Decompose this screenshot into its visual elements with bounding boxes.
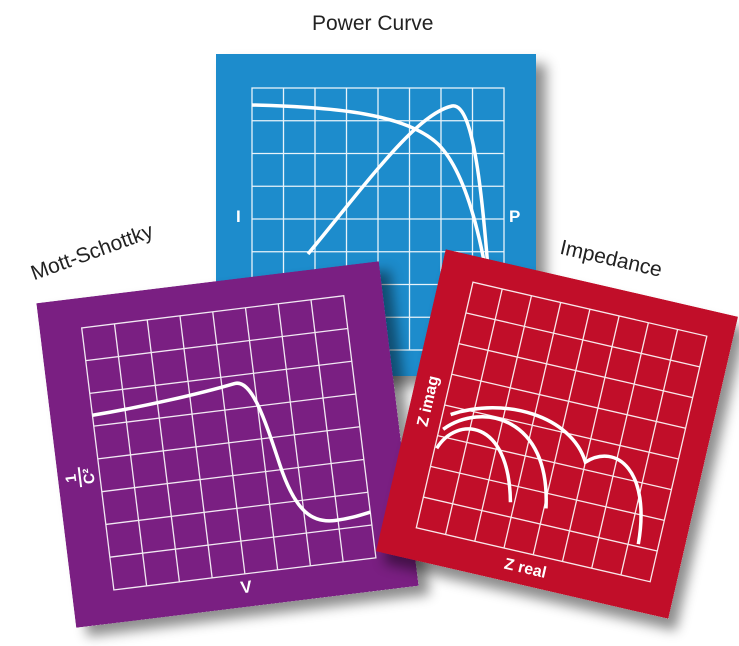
power-curve-caption: Power Curve bbox=[312, 12, 434, 35]
power-curve-line bbox=[306, 104, 496, 355]
mott-voltage-axis-label: V bbox=[239, 577, 253, 597]
impedance-graph: Z imag Z real bbox=[375, 249, 739, 619]
impedance-grid bbox=[415, 281, 708, 583]
impedance-arc-1 bbox=[435, 427, 513, 503]
inverse-capacitance-denominator: C² bbox=[80, 467, 99, 485]
power-axis-label: P bbox=[509, 207, 520, 226]
inverse-capacitance-label: 1 C² bbox=[63, 467, 99, 488]
impedance-background bbox=[375, 249, 739, 619]
mott-schottky-grid bbox=[80, 295, 377, 591]
impedance-arcs bbox=[435, 406, 643, 545]
impedance-arc-3 bbox=[450, 406, 643, 545]
impedance-arc-2 bbox=[442, 415, 548, 509]
mott-schottky-background bbox=[36, 261, 419, 628]
current-axis-label: I bbox=[236, 207, 241, 226]
mott-schottky-caption: Mott-Schottky bbox=[27, 219, 157, 286]
mott-schottky-card: 1 C² V bbox=[36, 261, 419, 628]
mott-schottky-graph: 1 C² V bbox=[36, 261, 419, 628]
mott-schottky-curve bbox=[92, 381, 371, 523]
impedance-card: Z imag Z real bbox=[375, 249, 739, 619]
inverse-capacitance-numerator: 1 bbox=[63, 473, 81, 483]
impedance-caption: Impedance bbox=[557, 236, 665, 282]
